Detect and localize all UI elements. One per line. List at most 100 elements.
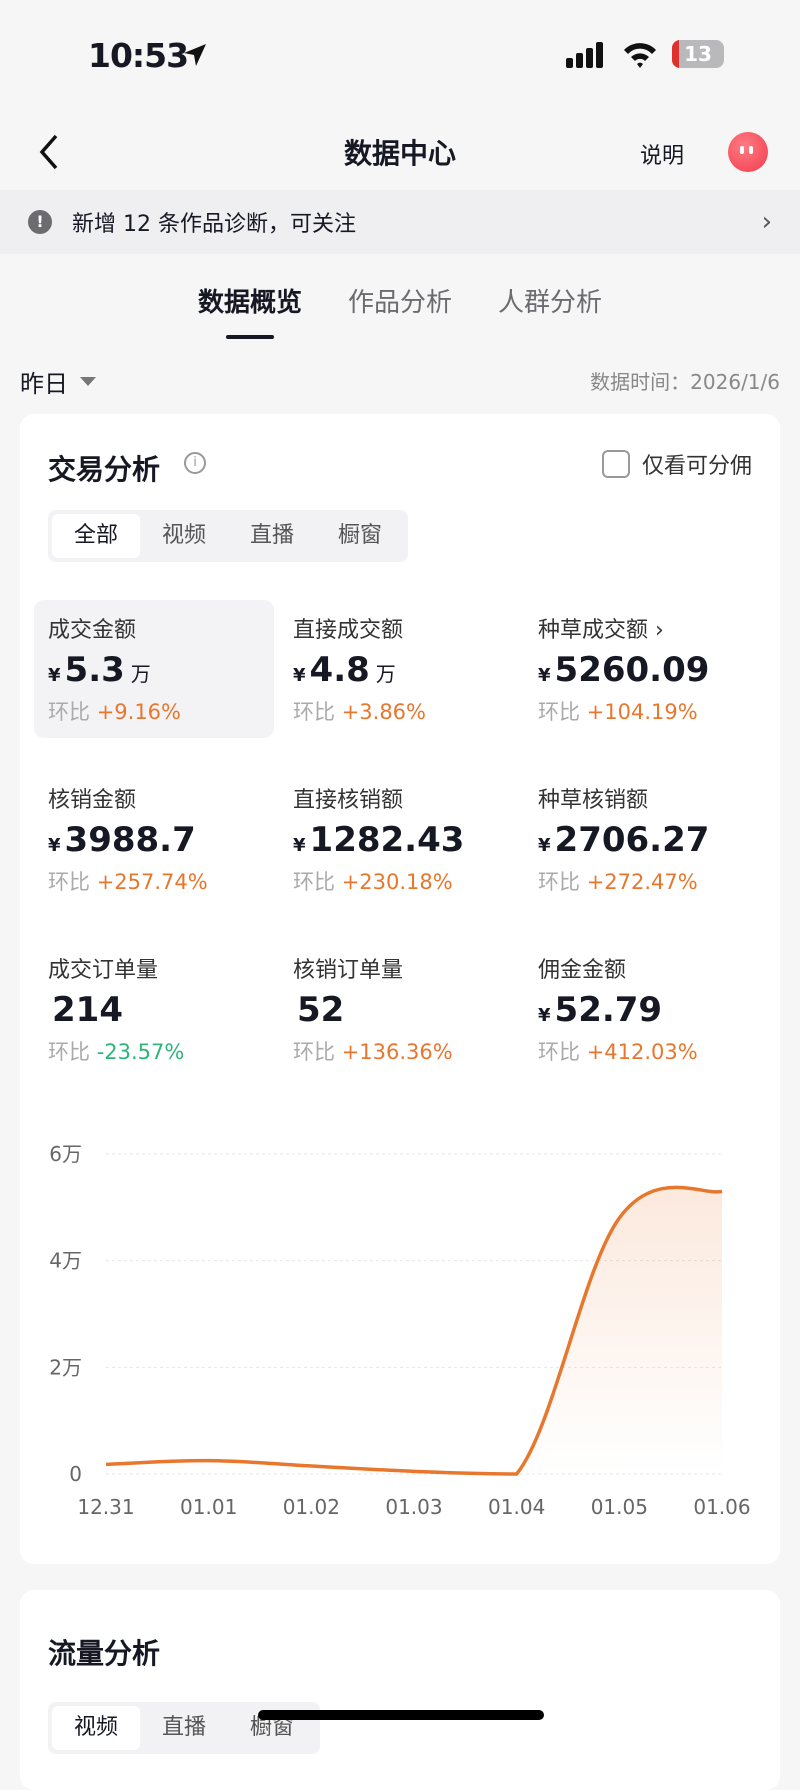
segment-video[interactable]: 视频 <box>140 514 228 558</box>
x-tick-label: 01.01 <box>180 1495 237 1519</box>
metric-card[interactable]: 直接核销额 ¥1282.43 环比 +230.18% <box>279 770 519 908</box>
comparison-label: 环比 <box>293 1040 335 1064</box>
info-icon[interactable]: i <box>184 452 206 474</box>
metric-comparison: 环比 +9.16% <box>48 696 260 726</box>
diagnosis-banner[interactable]: ! 新增 12 条作品诊断，可关注 › <box>0 190 800 254</box>
metric-card[interactable]: 核销金额 ¥3988.7 环比 +257.74% <box>34 770 274 908</box>
comparison-label: 环比 <box>293 700 335 724</box>
metric-unit: 万 <box>376 662 396 686</box>
metric-number: 52.79 <box>555 990 663 1030</box>
comparison-value: -23.57% <box>97 1040 185 1064</box>
comparison-value: +104.19% <box>587 700 698 724</box>
comparison-label: 环比 <box>293 870 335 894</box>
metric-number: 4.8 <box>310 650 370 690</box>
battery-icon: 13 <box>672 40 724 68</box>
y-tick-label: 6万 <box>49 1142 82 1166</box>
metric-label: 成交金额 <box>48 612 260 644</box>
currency-symbol: ¥ <box>293 665 306 686</box>
metric-comparison: 环比 +257.74% <box>48 866 260 896</box>
chevron-right-icon: › <box>762 207 772 237</box>
comparison-value: +257.74% <box>97 870 208 894</box>
metric-comparison: 环比 -23.57% <box>48 1036 260 1066</box>
checkbox-label: 仅看可分佣 <box>642 448 752 480</box>
data-time: 数据时间：2026/1/6 <box>590 366 780 395</box>
help-link[interactable]: 说明 <box>640 138 684 170</box>
metric-comparison: 环比 +272.47% <box>538 866 750 896</box>
signal-icon <box>566 42 610 70</box>
metric-value: 214 <box>48 990 260 1030</box>
metric-number: 52 <box>297 990 344 1030</box>
metric-number: 1282.43 <box>310 820 465 860</box>
period-value: 昨日 <box>20 364 68 399</box>
wifi-icon <box>622 40 658 70</box>
currency-symbol: ¥ <box>48 665 61 686</box>
tab-overview[interactable]: 数据概览 <box>198 282 302 319</box>
metric-card[interactable]: 种草核销额 ¥2706.27 环比 +272.47% <box>524 770 764 908</box>
currency-symbol: ¥ <box>48 835 61 856</box>
tab-works[interactable]: 作品分析 <box>348 282 452 319</box>
comparison-label: 环比 <box>48 700 90 724</box>
comparison-value: +136.36% <box>342 1040 453 1064</box>
metric-number: 2706.27 <box>555 820 710 860</box>
assistant-avatar-icon[interactable] <box>728 132 768 172</box>
tab-audience[interactable]: 人群分析 <box>498 282 602 319</box>
currency-symbol: ¥ <box>538 1005 551 1026</box>
metric-comparison: 环比 +3.86% <box>293 696 505 726</box>
y-tick-label: 0 <box>69 1462 82 1486</box>
x-tick-label: 01.06 <box>693 1495 750 1519</box>
trade-segment-control: 全部 视频 直播 橱窗 <box>48 510 408 562</box>
x-tick-label: 01.04 <box>488 1495 545 1519</box>
metric-label: 种草成交额 › <box>538 612 750 644</box>
segment-showcase[interactable]: 橱窗 <box>316 514 404 558</box>
metric-value: ¥3988.7 <box>48 820 260 860</box>
status-time: 10:53 <box>88 36 188 75</box>
segment-video[interactable]: 视频 <box>52 1706 140 1750</box>
metric-card[interactable]: 核销订单量 52 环比 +136.36% <box>279 940 519 1078</box>
home-indicator[interactable] <box>258 1710 544 1720</box>
metric-label: 直接核销额 <box>293 782 505 814</box>
comparison-value: +3.86% <box>342 700 426 724</box>
metric-comparison: 环比 +136.36% <box>293 1036 505 1066</box>
banner-text: 新增 12 条作品诊断，可关注 <box>72 206 356 238</box>
metric-comparison: 环比 +412.03% <box>538 1036 750 1066</box>
comparison-value: +272.47% <box>587 870 698 894</box>
x-tick-label: 01.03 <box>385 1495 442 1519</box>
traffic-title: 流量分析 <box>48 1632 160 1672</box>
main-tabs: 数据概览 作品分析 人群分析 <box>0 282 800 319</box>
comparison-label: 环比 <box>48 1040 90 1064</box>
metric-number: 3988.7 <box>65 820 196 860</box>
trade-title: 交易分析 <box>48 448 160 488</box>
currency-symbol: ¥ <box>538 665 551 686</box>
metric-label: 核销订单量 <box>293 952 505 984</box>
period-dropdown[interactable]: 昨日 <box>20 364 96 399</box>
metric-comparison: 环比 +104.19% <box>538 696 750 726</box>
metric-unit: 万 <box>131 662 151 686</box>
alert-icon: ! <box>28 210 52 234</box>
traffic-analysis-card: 流量分析 视频 直播 橱窗 <box>20 1590 780 1790</box>
segment-all[interactable]: 全部 <box>52 514 140 558</box>
metric-card[interactable]: 成交订单量 214 环比 -23.57% <box>34 940 274 1078</box>
currency-symbol: ¥ <box>293 835 306 856</box>
comparison-label: 环比 <box>48 870 90 894</box>
metric-comparison: 环比 +230.18% <box>293 866 505 896</box>
commission-only-checkbox[interactable]: 仅看可分佣 <box>602 448 752 480</box>
caret-down-icon <box>80 377 96 386</box>
metric-number: 5.3 <box>65 650 125 690</box>
comparison-value: +412.03% <box>587 1040 698 1064</box>
metric-label: 种草核销额 <box>538 782 750 814</box>
segment-live[interactable]: 直播 <box>228 514 316 558</box>
comparison-label: 环比 <box>538 700 580 724</box>
segment-live[interactable]: 直播 <box>140 1706 228 1750</box>
metric-value: ¥2706.27 <box>538 820 750 860</box>
metric-card[interactable]: 种草成交额 › ¥5260.09 环比 +104.19% <box>524 600 764 738</box>
x-tick-label: 01.05 <box>591 1495 648 1519</box>
metric-card[interactable]: 佣金金额 ¥52.79 环比 +412.03% <box>524 940 764 1078</box>
location-arrow-icon <box>182 42 208 68</box>
metric-value: ¥52.79 <box>538 990 750 1030</box>
metric-label: 成交订单量 <box>48 952 260 984</box>
metric-label: 核销金额 <box>48 782 260 814</box>
checkbox-icon[interactable] <box>602 450 630 478</box>
